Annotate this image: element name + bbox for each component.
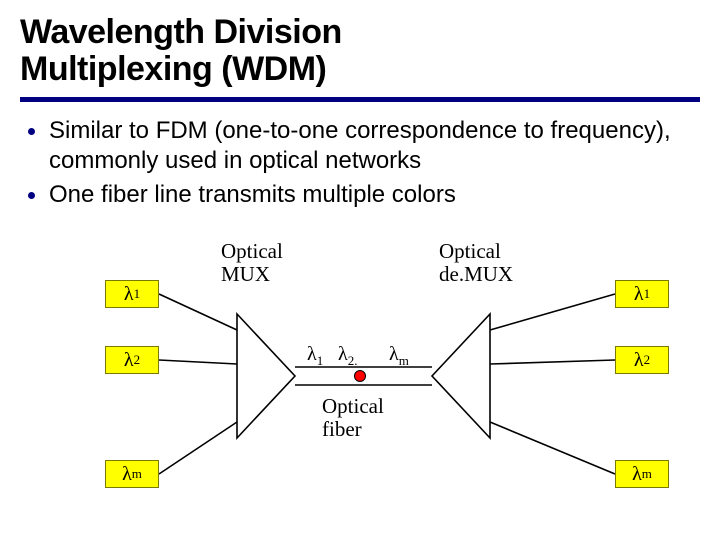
title-line-2: Multiplexing (WDM) (20, 50, 326, 88)
fiber-label: Optical fiber (322, 395, 384, 441)
bullet-text: One fiber line transmits multiple colors (49, 180, 456, 210)
wdm-diagram: λ1 λ2 λm λ1 λ2 λm Optical MUX Optical de… (20, 244, 700, 524)
lambda1-box-left: λ1 (105, 280, 159, 308)
inline-lambdam: λm (389, 343, 409, 369)
slide-title: Wavelength Division Multiplexing (WDM) (20, 14, 700, 89)
bullet-list: Similar to FDM (one-to-one correspondenc… (20, 116, 700, 210)
bullet-dot-icon (28, 192, 35, 199)
bullet-text: Similar to FDM (one-to-one correspondenc… (49, 116, 700, 176)
bullet-item: Similar to FDM (one-to-one correspondenc… (28, 116, 700, 176)
demux-label: Optical de.MUX (439, 240, 513, 286)
lambdam-box-left: λm (105, 460, 159, 488)
title-underline (20, 97, 700, 102)
bullet-item: One fiber line transmits multiple colors (28, 180, 700, 210)
lambda2-box-left: λ2 (105, 346, 159, 374)
bullet-dot-icon (28, 128, 35, 135)
prism-icon (354, 370, 366, 382)
inline-lambda2: λ2. (338, 343, 357, 369)
title-line-1: Wavelength Division (20, 13, 342, 51)
mux-label: Optical MUX (221, 240, 283, 286)
lambdam-box-right: λm (615, 460, 669, 488)
lambda2-box-right: λ2 (615, 346, 669, 374)
lambda1-box-right: λ1 (615, 280, 669, 308)
inline-lambda1: λ1 (307, 343, 323, 369)
